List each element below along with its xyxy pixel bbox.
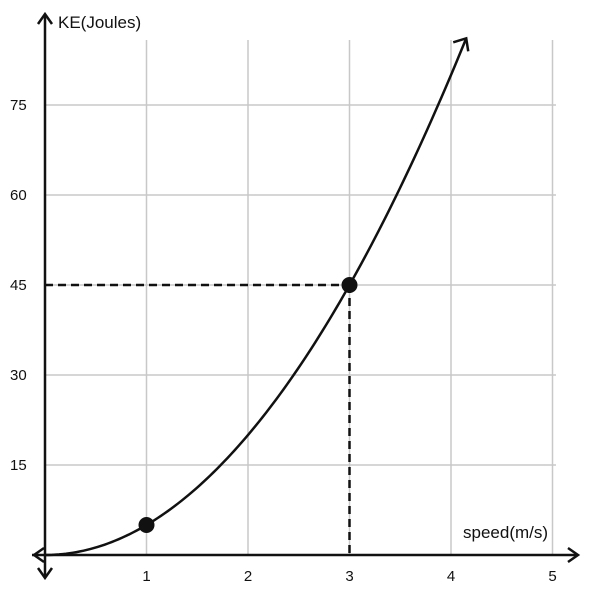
curve-arrow-head bbox=[452, 36, 470, 52]
y-axis-arrow-up bbox=[36, 11, 54, 25]
y-tick-label: 75 bbox=[10, 97, 27, 114]
highlighted-point bbox=[138, 517, 155, 533]
y-tick-label: 30 bbox=[10, 367, 27, 384]
x-axis-arrow-right bbox=[567, 546, 581, 564]
y-tick-label: 45 bbox=[10, 277, 27, 294]
x-tick-label: 2 bbox=[244, 568, 252, 585]
y-axis-label: KE(Joules) bbox=[58, 13, 141, 32]
reference-lines bbox=[45, 283, 351, 555]
x-axis-label: speed(m/s) bbox=[463, 523, 548, 542]
x-tick-label: 5 bbox=[548, 568, 556, 585]
x-tick-label: 4 bbox=[447, 568, 455, 585]
y-axis-arrow-down bbox=[36, 567, 54, 581]
y-tick-label: 60 bbox=[10, 187, 27, 204]
axes bbox=[31, 11, 581, 581]
grid-lines bbox=[45, 40, 556, 555]
highlighted-point bbox=[341, 277, 358, 293]
ke-curve bbox=[44, 37, 468, 557]
curve-layer bbox=[44, 36, 470, 557]
highlighted-points bbox=[138, 277, 358, 533]
y-tick-label: 15 bbox=[10, 457, 27, 474]
x-tick-label: 1 bbox=[142, 568, 150, 585]
x-tick-label: 3 bbox=[345, 568, 353, 585]
x-axis-arrow-left bbox=[31, 546, 45, 564]
